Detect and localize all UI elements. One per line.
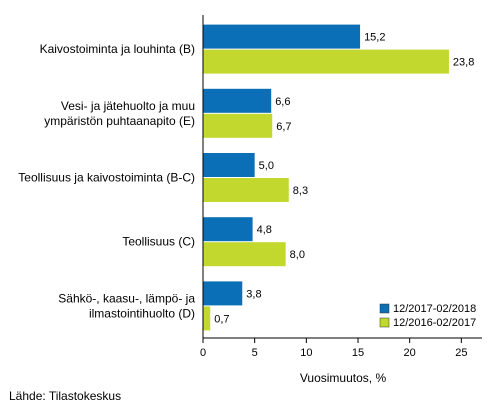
category-label: ilmastointihuolto (D): [89, 306, 195, 320]
bar-previous-4: [203, 306, 211, 331]
category-label: Teollisuus (C): [122, 235, 195, 249]
data-label: 8,3: [293, 185, 308, 197]
category-label: Teollisuus ja kaivostoiminta (B-C): [18, 171, 195, 185]
legend-swatch: [379, 303, 390, 314]
category-label: Sähkö-, kaasu-, lämpö- ja: [58, 291, 195, 305]
category-label: Vesi- ja jätehuolto ja muu: [61, 99, 195, 113]
bar-previous-0: [203, 49, 449, 74]
data-label: 5,0: [259, 160, 274, 172]
data-label: 15,2: [364, 32, 385, 44]
legend-label: 12/2016-02/2017: [393, 317, 476, 329]
data-label: 3,8: [246, 288, 261, 300]
bar-current-2: [203, 153, 255, 177]
bar-current-0: [203, 24, 361, 49]
labels-group: 15,2 23,8 Kaivostoiminta ja louhinta (B) 6,…: [18, 32, 474, 326]
data-label: 6,6: [275, 96, 290, 108]
bar-current-1: [203, 88, 272, 113]
x-axis-title: Vuosimuutos, %: [300, 371, 387, 385]
source-note: Lähde: Tilastokeskus: [9, 389, 122, 403]
bar-previous-1: [203, 113, 273, 138]
x-tick-label: 0: [200, 347, 206, 359]
category-label: Kaivostoiminta ja louhinta (B): [40, 42, 195, 56]
data-label: 0,7: [214, 313, 229, 325]
bar-current-4: [203, 281, 243, 306]
legend-swatch: [379, 317, 390, 328]
bar-previous-3: [203, 242, 286, 267]
x-tick-label: 5: [252, 347, 258, 359]
x-tick-label: 25: [455, 347, 467, 359]
data-label: 6,7: [276, 121, 291, 133]
legend: 12/2017-02/2018 12/2016-02/2017: [379, 303, 476, 329]
bar-current-3: [203, 217, 253, 242]
data-label: 8,0: [290, 249, 305, 261]
data-label: 4,8: [257, 224, 272, 236]
x-tick-label: 10: [300, 347, 312, 359]
bar-previous-2: [203, 178, 289, 202]
x-tick-label: 15: [352, 347, 364, 359]
legend-label: 12/2017-02/2018: [393, 303, 476, 315]
data-label: 23,8: [453, 57, 474, 69]
x-tick-label: 20: [404, 347, 416, 359]
category-label: ympäristön puhtaanapito (E): [44, 114, 195, 128]
bars-group: [203, 24, 449, 331]
x-ticks-group: 0 5 10 15 20 25: [200, 338, 467, 359]
